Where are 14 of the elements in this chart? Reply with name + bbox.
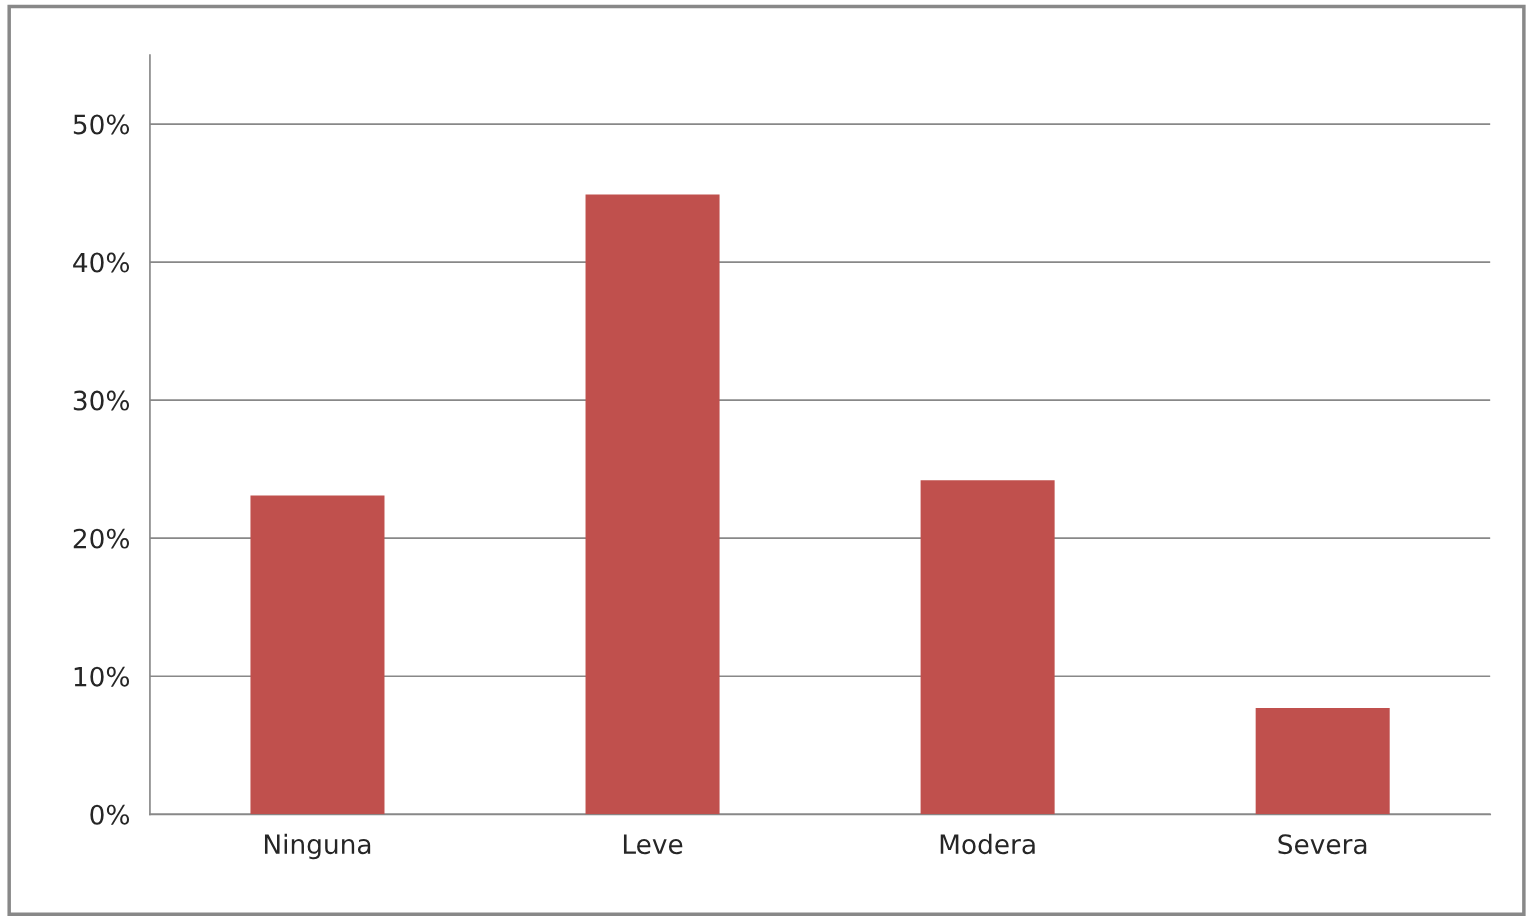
y-tick-label: 50%: [73, 114, 130, 135]
bar: [585, 194, 720, 815]
y-tick-label: 40%: [73, 252, 130, 273]
y-tick-label: 20%: [73, 528, 130, 549]
y-tick-label: 30%: [73, 390, 130, 411]
bar: [250, 495, 385, 815]
x-tick-label: Leve: [623, 834, 683, 855]
x-tick-label: Modera: [940, 833, 1035, 855]
y-tick-label: 0%: [90, 804, 130, 825]
y-tick-label: 10%: [74, 666, 130, 687]
x-tick-label: Ninguna: [264, 833, 371, 860]
bar: [1255, 708, 1390, 815]
bar: [920, 480, 1055, 815]
x-tick-label: Severa: [1278, 834, 1367, 855]
